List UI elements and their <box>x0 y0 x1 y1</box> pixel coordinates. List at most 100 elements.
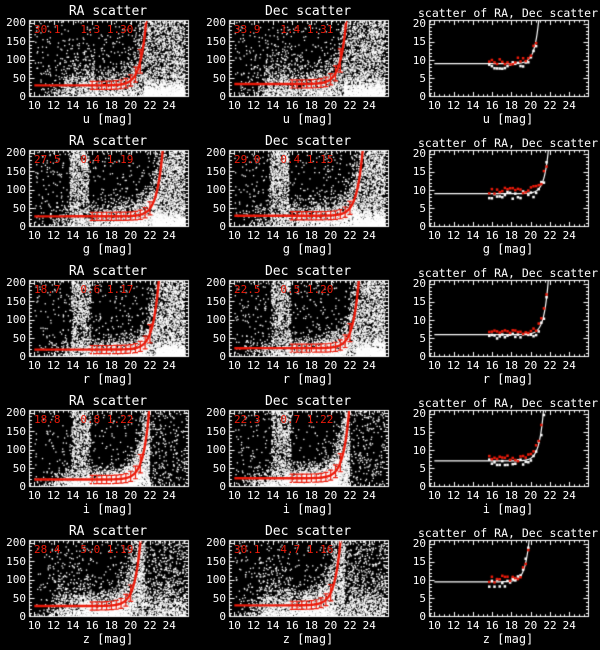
x-axis-label: g [mag] <box>82 242 134 256</box>
x-tick-label: 20 <box>524 99 538 112</box>
panel-title: RA scatter <box>68 524 148 539</box>
x-axis-label: z [mag] <box>282 632 334 646</box>
x-tick-label: 12 <box>446 359 461 372</box>
x-tick-label: 18 <box>104 619 119 632</box>
panel-title: Dec scatter <box>264 524 352 539</box>
x-tick-label: 16 <box>85 229 99 242</box>
y-tick-label: 150 <box>206 164 226 178</box>
x-tick-label: 14 <box>466 99 480 112</box>
x-tick-label: 22 <box>343 229 357 242</box>
x-tick-label: 10 <box>27 229 41 242</box>
y-tick-label: 50 <box>212 591 226 605</box>
x-tick-label: 10 <box>227 619 241 632</box>
y-tick-label: 0 <box>19 350 26 363</box>
y-tick-label: 10 <box>412 183 426 197</box>
x-tick-label: 16 <box>285 619 299 632</box>
x-tick-label: 10 <box>227 229 241 242</box>
x-axis-label: z [mag] <box>482 632 534 646</box>
x-tick-label: 18 <box>504 229 519 242</box>
panel-title: Dec scatter <box>264 264 352 279</box>
fit-parameters-annotation: 29.0 0.4 1.15 <box>234 153 334 166</box>
panel-u-ra: RA scatter 30.1 1.3 1.30 0 50 100 150 200 10 12 1… <box>0 0 200 130</box>
x-tick-label: 14 <box>66 99 80 112</box>
x-tick-label: 22 <box>343 489 357 502</box>
x-tick-label: 24 <box>362 229 376 242</box>
y-tick-label: 200 <box>6 146 26 159</box>
scatter-plot-canvas <box>200 390 400 520</box>
x-tick-label: 16 <box>485 489 499 502</box>
y-tick-label: 50 <box>212 461 226 475</box>
panel-z-ra: RA scatter 28.4 5.0 1.19 0 50 100 150 200 10 12 1… <box>0 520 200 650</box>
y-tick-label: 10 <box>412 313 426 327</box>
x-tick-label: 14 <box>266 229 280 242</box>
y-tick-label: 100 <box>6 183 26 196</box>
x-tick-label: 18 <box>304 99 319 112</box>
y-tick-label: 20 <box>412 537 426 550</box>
y-tick-label: 200 <box>206 276 226 289</box>
fit-parameters-annotation: 18.7 0.6 1.17 <box>34 283 134 296</box>
x-tick-label: 24 <box>562 99 576 112</box>
x-axis-label: z [mag] <box>82 632 134 646</box>
y-tick-label: 0 <box>19 480 26 493</box>
x-tick-label: 14 <box>466 359 480 372</box>
x-tick-label: 12 <box>446 229 461 242</box>
y-tick-label: 200 <box>6 536 26 549</box>
panel-r-sigma: scatter of RA, Dec scatter 0 5 10 15 20 10 12 14… <box>400 260 600 390</box>
x-tick-label: 16 <box>85 359 99 372</box>
y-tick-label: 50 <box>12 331 26 345</box>
y-tick-label: 100 <box>206 573 226 586</box>
y-tick-label: 50 <box>212 331 226 345</box>
fit-parameters-annotation: 22.5 0.5 1.20 <box>234 283 334 296</box>
x-tick-label: 10 <box>427 359 441 372</box>
x-tick-label: 12 <box>46 619 61 632</box>
y-tick-label: 0 <box>419 610 426 623</box>
y-tick-label: 0 <box>219 90 226 103</box>
y-tick-label: 0 <box>219 220 226 233</box>
x-tick-label: 10 <box>227 99 241 112</box>
x-axis-label: r [mag] <box>482 372 534 386</box>
x-tick-label: 18 <box>504 359 519 372</box>
x-tick-label: 22 <box>343 99 357 112</box>
x-tick-label: 24 <box>162 619 176 632</box>
y-tick-label: 200 <box>206 536 226 549</box>
y-tick-label: 100 <box>6 573 26 586</box>
sigma-plot-canvas <box>400 520 600 650</box>
x-tick-label: 24 <box>362 619 376 632</box>
panel-r-dec: Dec scatter 22.5 0.5 1.20 0 50 100 150 200 10 12… <box>200 260 400 390</box>
panel-title: RA scatter <box>68 394 148 409</box>
x-axis-label: u [mag] <box>482 112 534 126</box>
sigma-plot-canvas <box>400 0 600 130</box>
x-tick-label: 16 <box>85 99 99 112</box>
x-tick-label: 20 <box>324 99 338 112</box>
y-tick-label: 150 <box>6 554 26 568</box>
x-axis-label: i [mag] <box>282 502 334 516</box>
panel-title: scatter of RA, Dec scatter <box>417 6 599 20</box>
panel-g-sigma: scatter of RA, Dec scatter 0 5 10 15 20 10 12 14… <box>400 130 600 260</box>
x-axis-label: u [mag] <box>282 112 334 126</box>
y-tick-label: 0 <box>19 90 26 103</box>
y-tick-label: 50 <box>212 201 226 215</box>
x-tick-label: 24 <box>162 229 176 242</box>
x-axis-label: g [mag] <box>482 242 534 256</box>
x-tick-label: 12 <box>446 99 461 112</box>
x-axis-label: r [mag] <box>282 372 334 386</box>
x-axis-label: r [mag] <box>82 372 134 386</box>
x-tick-label: 18 <box>304 619 319 632</box>
x-tick-label: 24 <box>162 99 176 112</box>
x-tick-label: 12 <box>246 99 261 112</box>
y-tick-label: 50 <box>12 201 26 215</box>
fit-parameters-annotation: 22.3 0.7 1.22 <box>234 413 334 426</box>
y-tick-label: 100 <box>206 313 226 326</box>
x-tick-label: 20 <box>124 359 138 372</box>
y-tick-label: 5 <box>419 591 426 605</box>
scatter-plot-canvas <box>0 260 200 390</box>
y-tick-label: 100 <box>6 443 26 456</box>
x-axis-label: i [mag] <box>82 502 134 516</box>
x-tick-label: 10 <box>227 489 241 502</box>
x-tick-label: 16 <box>285 489 299 502</box>
scatter-plot-canvas <box>200 0 400 130</box>
panel-title: scatter of RA, Dec scatter <box>417 526 599 540</box>
x-tick-label: 14 <box>466 229 480 242</box>
x-tick-label: 14 <box>66 619 80 632</box>
x-tick-label: 12 <box>246 489 261 502</box>
